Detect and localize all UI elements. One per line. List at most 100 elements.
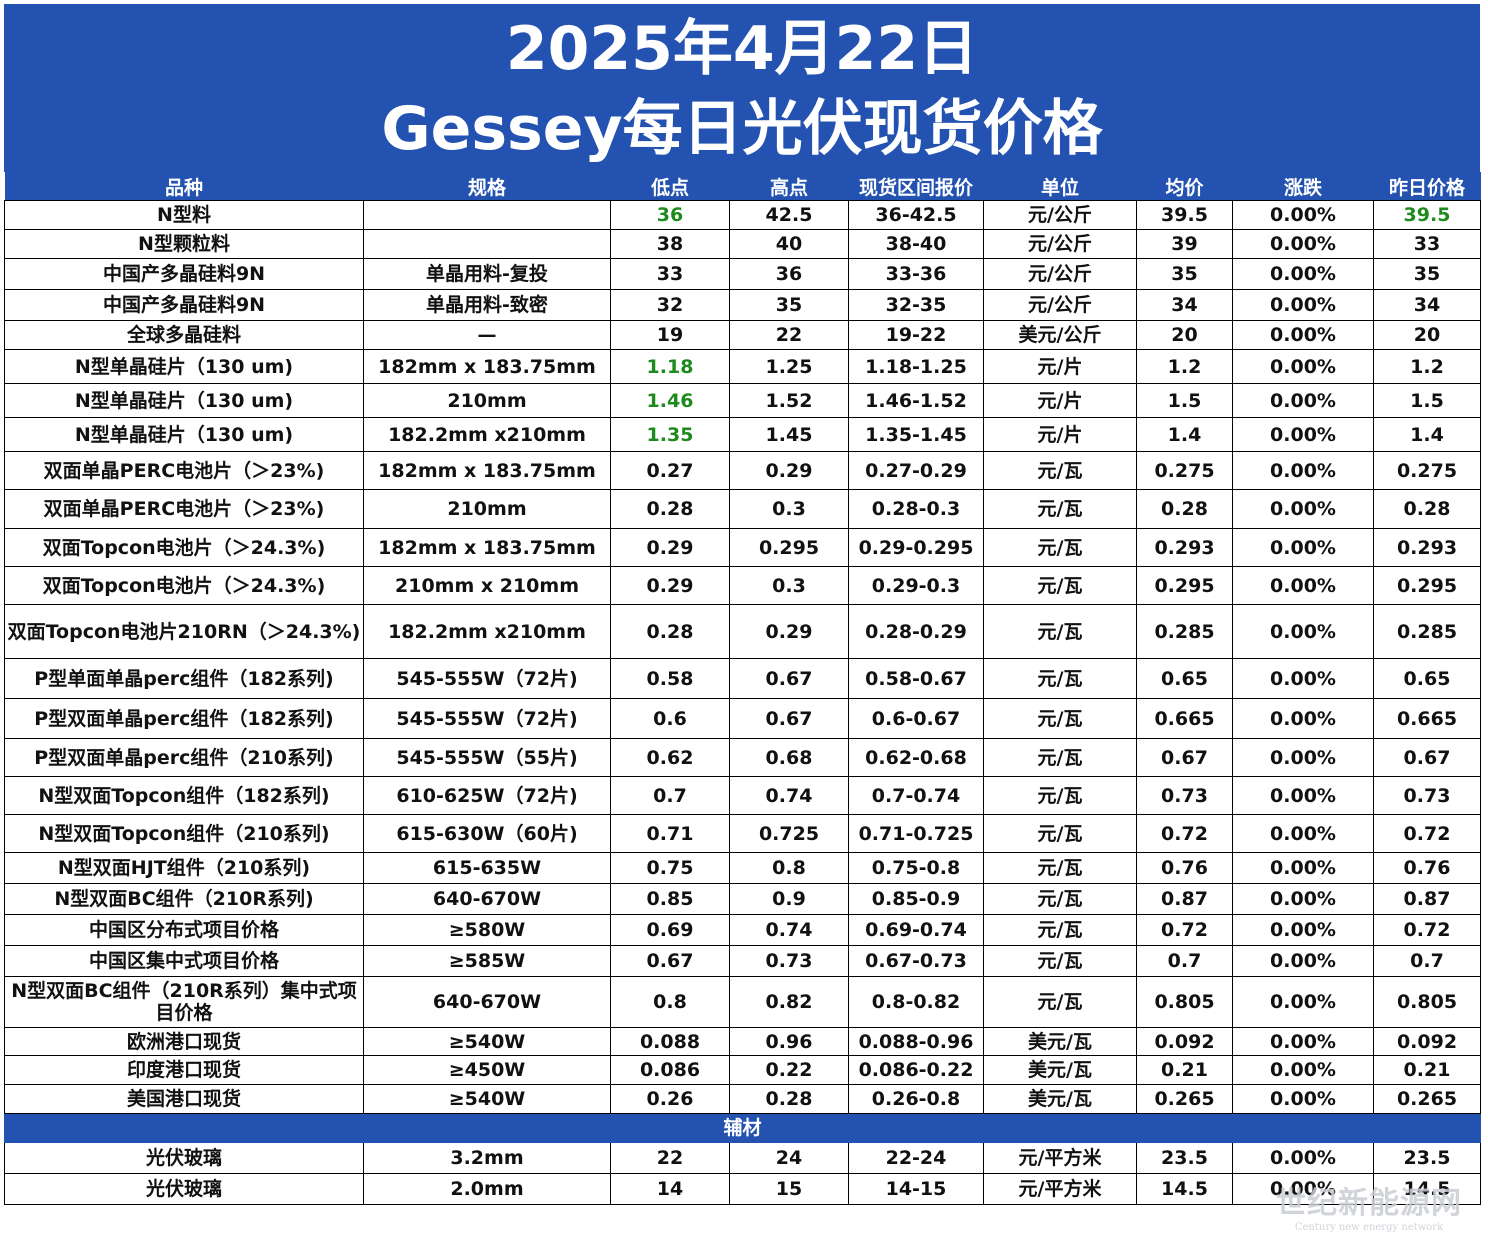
cell-spec: 182mm x 183.75mm xyxy=(363,349,611,384)
cell-avg: 0.285 xyxy=(1136,604,1233,659)
cell-spec: 单晶用料-致密 xyxy=(363,289,611,321)
header-low: 低点 xyxy=(610,172,730,201)
title-main: Gessey每日光伏现货价格 xyxy=(381,94,1103,164)
cell-variety: 印度港口现货 xyxy=(4,1055,364,1085)
section-label: 辅材 xyxy=(4,1113,1481,1143)
cell-change: 0.00% xyxy=(1232,566,1374,605)
cell-yesterday: 23.5 xyxy=(1373,1142,1481,1174)
cell-change: 0.00% xyxy=(1232,1142,1374,1174)
cell-high: 15 xyxy=(729,1173,849,1205)
cell-spec: 640-670W xyxy=(363,883,611,915)
cell-spec: 210mm xyxy=(363,383,611,418)
cell-high: 0.74 xyxy=(729,776,849,815)
cell-unit: 元/公斤 xyxy=(983,200,1137,230)
cell-change: 0.00% xyxy=(1232,320,1374,350)
cell-variety: N型料 xyxy=(4,200,364,230)
cell-yesterday: 33 xyxy=(1373,229,1481,259)
cell-change: 0.00% xyxy=(1232,698,1374,739)
cell-high: 0.29 xyxy=(729,604,849,659)
cell-avg: 0.76 xyxy=(1136,852,1233,884)
cell-yesterday: 0.285 xyxy=(1373,604,1481,659)
cell-low: 0.6 xyxy=(610,698,730,739)
cell-change: 0.00% xyxy=(1232,738,1374,777)
cell-yesterday: 0.295 xyxy=(1373,566,1481,605)
cell-spec: 615-630W（60片) xyxy=(363,814,611,853)
cell-avg: 0.67 xyxy=(1136,738,1233,777)
cell-change: 0.00% xyxy=(1232,200,1374,230)
cell-high: 0.28 xyxy=(729,1084,849,1114)
cell-high: 0.68 xyxy=(729,738,849,777)
cell-unit: 美元/瓦 xyxy=(983,1084,1137,1114)
header-change: 涨跌 xyxy=(1232,172,1374,201)
cell-change: 0.00% xyxy=(1232,1084,1374,1114)
cell-avg: 0.092 xyxy=(1136,1027,1233,1056)
cell-low: 0.28 xyxy=(610,489,730,529)
cell-low: 0.75 xyxy=(610,852,730,884)
cell-range: 0.75-0.8 xyxy=(848,852,984,884)
cell-variety: 中国区集中式项目价格 xyxy=(4,945,364,977)
header-avg: 均价 xyxy=(1136,172,1233,201)
cell-spec: 210mm x 210mm xyxy=(363,566,611,605)
cell-high: 35 xyxy=(729,289,849,321)
cell-variety: N型单晶硅片（130 um) xyxy=(4,383,364,418)
cell-change: 0.00% xyxy=(1232,417,1374,452)
cell-low: 1.18 xyxy=(610,349,730,384)
cell-yesterday: 0.092 xyxy=(1373,1027,1481,1056)
cell-low: 0.58 xyxy=(610,658,730,699)
cell-unit: 元/瓦 xyxy=(983,566,1137,605)
cell-low: 0.62 xyxy=(610,738,730,777)
table-row: 双面Topcon电池片（＞24.3%) 210mm x 210mm 0.29 0.3 0… xyxy=(4,566,1481,605)
table-row: 光伏玻璃 2.0mm 14 15 14-15 元/平方米 14.5 0.00% 14.5 xyxy=(4,1173,1481,1205)
table-header-row: 品种 规格 低点 高点 现货区间报价 单位 均价 涨跌 昨日价格 xyxy=(4,172,1481,201)
table-row: 欧洲港口现货 ≥540W 0.088 0.96 0.088-0.96 美元/瓦 0.092 0… xyxy=(4,1027,1481,1056)
cell-low: 14 xyxy=(610,1173,730,1205)
cell-change: 0.00% xyxy=(1232,383,1374,418)
cell-spec: — xyxy=(363,320,611,350)
table-row: N型单晶硅片（130 um) 182.2mm x210mm 1.35 1.45 1.35… xyxy=(4,417,1481,452)
cell-change: 0.00% xyxy=(1232,852,1374,884)
cell-spec: ≥540W xyxy=(363,1027,611,1056)
header-spec: 规格 xyxy=(363,172,611,201)
cell-change: 0.00% xyxy=(1232,451,1374,490)
cell-range: 36-42.5 xyxy=(848,200,984,230)
cell-yesterday: 0.665 xyxy=(1373,698,1481,739)
header-range: 现货区间报价 xyxy=(848,172,984,201)
cell-unit: 美元/瓦 xyxy=(983,1055,1137,1085)
cell-unit: 元/瓦 xyxy=(983,914,1137,946)
cell-high: 1.25 xyxy=(729,349,849,384)
table-row: 中国区集中式项目价格 ≥585W 0.67 0.73 0.67-0.73 元/瓦 0.7 0.… xyxy=(4,945,1481,977)
cell-change: 0.00% xyxy=(1232,1055,1374,1085)
cell-change: 0.00% xyxy=(1232,658,1374,699)
cell-variety: N型双面Topcon组件（182系列) xyxy=(4,776,364,815)
cell-high: 0.96 xyxy=(729,1027,849,1056)
cell-avg: 0.21 xyxy=(1136,1055,1233,1085)
cell-high: 24 xyxy=(729,1142,849,1174)
cell-variety: 美国港口现货 xyxy=(4,1084,364,1114)
cell-unit: 元/瓦 xyxy=(983,451,1137,490)
cell-yesterday: 0.293 xyxy=(1373,528,1481,567)
cell-low: 0.69 xyxy=(610,914,730,946)
cell-change: 0.00% xyxy=(1232,289,1374,321)
cell-range: 0.7-0.74 xyxy=(848,776,984,815)
cell-range: 1.46-1.52 xyxy=(848,383,984,418)
cell-range: 38-40 xyxy=(848,229,984,259)
cell-avg: 0.265 xyxy=(1136,1084,1233,1114)
cell-avg: 14.5 xyxy=(1136,1173,1233,1205)
title-date: 2025年4月22日 xyxy=(505,14,979,84)
cell-yesterday: 1.4 xyxy=(1373,417,1481,452)
cell-yesterday: 14.5 xyxy=(1373,1173,1481,1205)
cell-range: 1.18-1.25 xyxy=(848,349,984,384)
cell-low: 1.35 xyxy=(610,417,730,452)
cell-low: 0.7 xyxy=(610,776,730,815)
cell-unit: 元/瓦 xyxy=(983,698,1137,739)
table-row: 印度港口现货 ≥450W 0.086 0.22 0.086-0.22 美元/瓦 0.21 0.… xyxy=(4,1055,1481,1085)
cell-range: 1.35-1.45 xyxy=(848,417,984,452)
cell-variety: 双面Topcon电池片（＞24.3%) xyxy=(4,528,364,567)
cell-range: 0.62-0.68 xyxy=(848,738,984,777)
cell-range: 0.26-0.8 xyxy=(848,1084,984,1114)
cell-range: 14-15 xyxy=(848,1173,984,1205)
table-row: N型料 36 42.5 36-42.5 元/公斤 39.5 0.00% 39.5 xyxy=(4,200,1481,230)
cell-unit: 元/片 xyxy=(983,417,1137,452)
cell-avg: 0.295 xyxy=(1136,566,1233,605)
watermark-subtext: Century new energy network xyxy=(1294,1222,1444,1233)
